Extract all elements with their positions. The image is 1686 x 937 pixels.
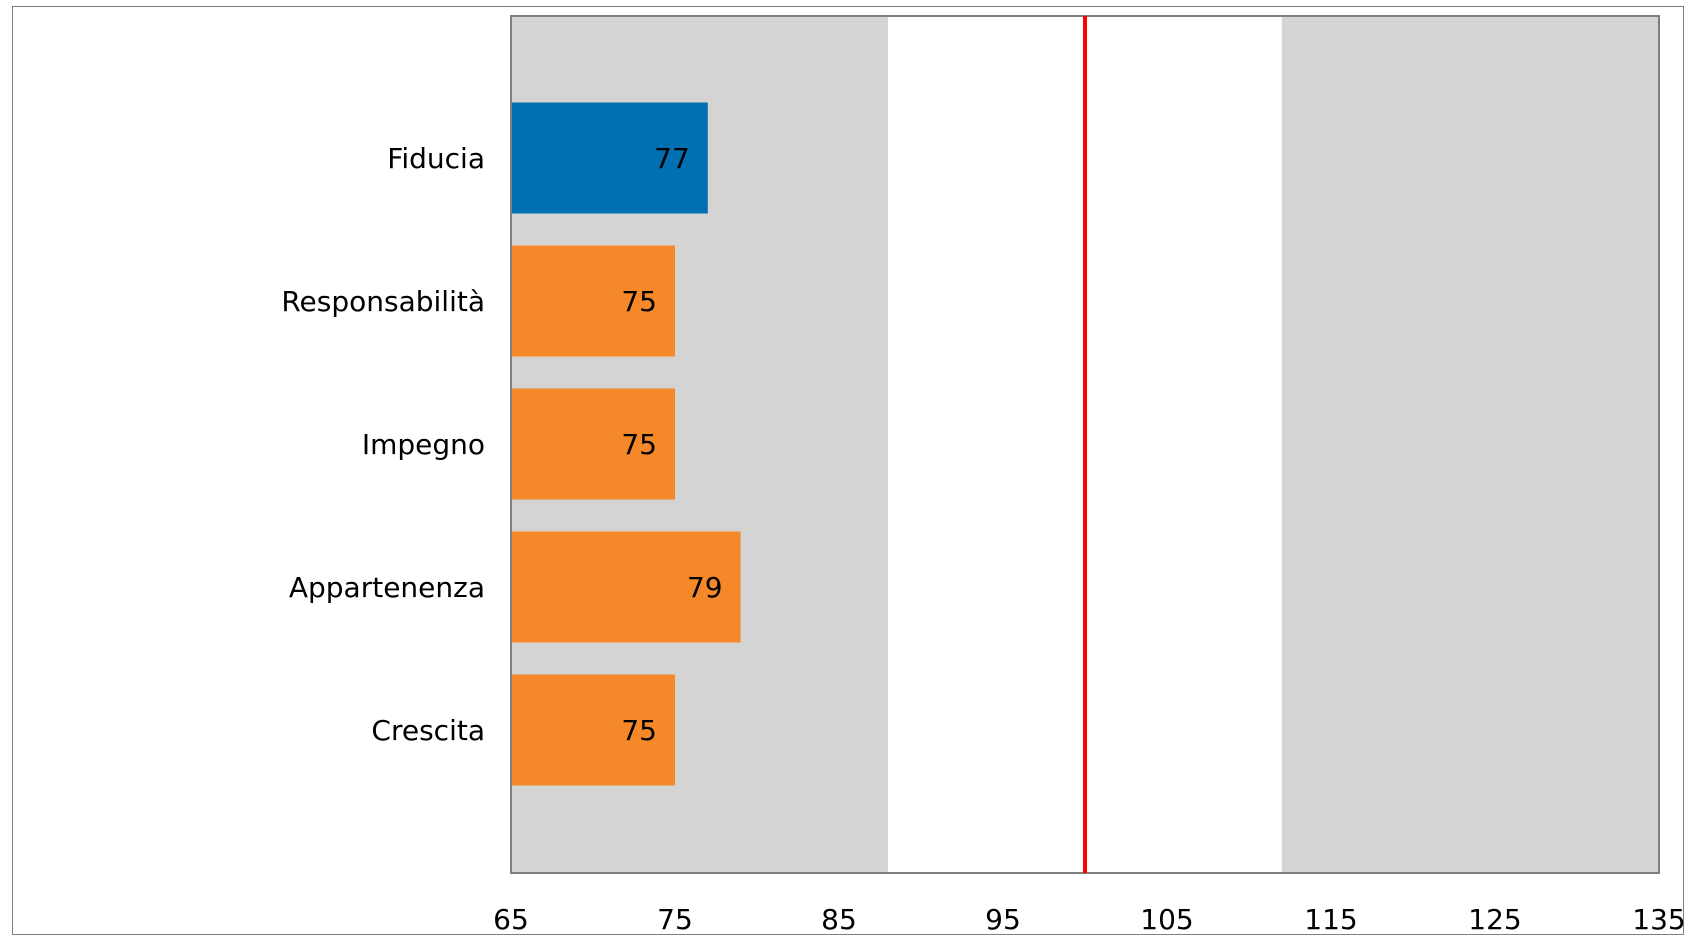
data-label: 77: [654, 142, 690, 175]
category-labels: Fiducia Responsabilità Impegno Appartenenza…: [281, 142, 485, 747]
x-tick-label: 95: [985, 903, 1021, 936]
x-tick-label: 105: [1140, 903, 1193, 936]
category-label: Crescita: [371, 714, 485, 747]
bar: [512, 102, 708, 214]
bar: [512, 245, 675, 357]
x-tick-label: 135: [1632, 903, 1685, 936]
data-label: 79: [687, 571, 723, 604]
x-tick-label: 85: [821, 903, 857, 936]
x-tick-label: 115: [1304, 903, 1357, 936]
x-axis-ticks: 65 75 85 95 105 115 125 135: [493, 903, 1686, 936]
x-tick-label: 125: [1468, 903, 1521, 936]
x-tick-label: 75: [657, 903, 693, 936]
bar: [512, 531, 741, 643]
bar: [512, 674, 675, 786]
category-label: Responsabilità: [281, 285, 485, 318]
bar: [512, 388, 675, 500]
data-label: 75: [621, 428, 657, 461]
category-label: Fiducia: [387, 142, 485, 175]
x-tick-label: 65: [493, 903, 529, 936]
data-label: 75: [621, 285, 657, 318]
category-label: Impegno: [362, 428, 485, 461]
category-label: Appartenenza: [289, 571, 485, 604]
data-label: 75: [621, 714, 657, 747]
background-band: [1281, 16, 1659, 873]
data-labels: 77 75 75 79 75: [621, 142, 722, 747]
bars: [512, 102, 741, 786]
